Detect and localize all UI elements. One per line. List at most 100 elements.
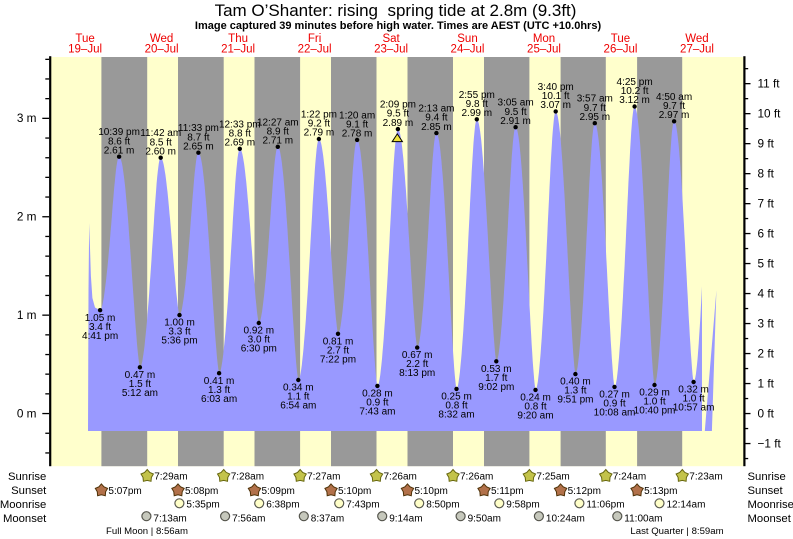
- svg-text:10.1 ft: 10.1 ft: [542, 91, 570, 102]
- svg-text:Wed: Wed: [685, 33, 708, 45]
- svg-text:0.47 m: 0.47 m: [125, 370, 156, 381]
- svg-text:Tam O’Shanter: rising spring: Tam O’Shanter: rising spring tide at 2.8…: [215, 1, 577, 20]
- svg-text:9.8 ft: 9.8 ft: [466, 99, 488, 110]
- svg-text:3.3 ft: 3.3 ft: [168, 327, 190, 338]
- svg-text:4:25 pm: 4:25 pm: [617, 77, 653, 88]
- svg-text:9.1 ft: 9.1 ft: [346, 120, 368, 131]
- svg-text:4:41 pm: 4:41 pm: [82, 331, 118, 342]
- svg-text:2.65 m: 2.65 m: [183, 141, 214, 152]
- svg-text:7 ft: 7 ft: [758, 197, 775, 211]
- svg-text:3:05 am: 3:05 am: [498, 98, 534, 109]
- svg-text:10.2 ft: 10.2 ft: [621, 86, 649, 97]
- svg-text:2.89 m: 2.89 m: [383, 118, 414, 129]
- svg-text:4 ft: 4 ft: [758, 287, 775, 301]
- svg-text:9.5 ft: 9.5 ft: [387, 109, 409, 120]
- svg-text:9:14am: 9:14am: [389, 514, 422, 525]
- svg-text:9:02 pm: 9:02 pm: [478, 382, 514, 393]
- svg-text:3:40 pm: 3:40 pm: [538, 82, 574, 93]
- svg-text:8.6 ft: 8.6 ft: [108, 136, 130, 147]
- svg-text:0.9 ft: 0.9 ft: [603, 399, 625, 410]
- svg-text:11:00am: 11:00am: [624, 514, 662, 525]
- svg-text:5:10pm: 5:10pm: [415, 486, 448, 497]
- svg-text:11:42 am: 11:42 am: [140, 128, 181, 139]
- svg-text:1.00 m: 1.00 m: [164, 318, 195, 329]
- svg-text:1 ft: 1 ft: [758, 377, 775, 391]
- svg-text:2.78 m: 2.78 m: [342, 129, 373, 140]
- svg-text:0.8 ft: 0.8 ft: [445, 401, 467, 412]
- svg-text:2.71 m: 2.71 m: [263, 136, 294, 147]
- svg-text:2.7 ft: 2.7 ft: [327, 345, 349, 356]
- svg-text:26–Jul: 26–Jul: [604, 44, 638, 56]
- svg-text:8.7 ft: 8.7 ft: [187, 132, 209, 143]
- svg-text:9:50am: 9:50am: [468, 514, 501, 525]
- svg-text:8.9 ft: 8.9 ft: [267, 126, 289, 137]
- svg-text:Tue: Tue: [611, 33, 630, 45]
- svg-text:Sun: Sun: [457, 33, 477, 45]
- svg-text:10:08 am: 10:08 am: [594, 408, 636, 419]
- svg-text:10:24am: 10:24am: [546, 514, 585, 525]
- svg-text:2 ft: 2 ft: [758, 347, 775, 361]
- svg-text:12:33 pm: 12:33 pm: [219, 119, 261, 130]
- svg-text:1.5 ft: 1.5 ft: [129, 379, 151, 390]
- svg-text:1.3 ft: 1.3 ft: [564, 386, 586, 397]
- svg-text:Last Quarter | 8:59am: Last Quarter | 8:59am: [630, 526, 723, 537]
- svg-text:9:58pm: 9:58pm: [506, 500, 539, 511]
- svg-text:Moonrise: Moonrise: [0, 499, 46, 511]
- svg-text:19–Jul: 19–Jul: [68, 44, 102, 56]
- svg-text:0.67 m: 0.67 m: [402, 350, 433, 361]
- svg-text:5:12 am: 5:12 am: [122, 388, 158, 399]
- svg-text:11:33 pm: 11:33 pm: [178, 123, 219, 134]
- svg-text:1.1 ft: 1.1 ft: [287, 392, 309, 403]
- svg-text:1.7 ft: 1.7 ft: [485, 373, 507, 384]
- svg-text:22–Jul: 22–Jul: [298, 44, 332, 56]
- svg-text:0.40 m: 0.40 m: [560, 377, 591, 388]
- svg-text:7:29am: 7:29am: [154, 472, 187, 483]
- svg-text:27–Jul: 27–Jul: [680, 44, 714, 56]
- svg-text:12:14am: 12:14am: [667, 500, 706, 511]
- svg-text:Sunset: Sunset: [748, 485, 784, 497]
- svg-text:3.4 ft: 3.4 ft: [89, 322, 111, 333]
- svg-text:0.27 m: 0.27 m: [599, 390, 630, 401]
- svg-text:10:57 am: 10:57 am: [673, 403, 715, 414]
- svg-text:Sunset: Sunset: [11, 485, 47, 497]
- svg-text:24–Jul: 24–Jul: [451, 44, 485, 56]
- svg-text:5:36 pm: 5:36 pm: [161, 336, 197, 347]
- svg-text:Moonrise: Moonrise: [748, 499, 793, 511]
- svg-text:1 m: 1 m: [17, 308, 37, 322]
- svg-text:2.99 m: 2.99 m: [462, 108, 493, 119]
- svg-text:6:03 am: 6:03 am: [201, 394, 237, 405]
- svg-text:7:25am: 7:25am: [536, 472, 569, 483]
- svg-text:2.91 m: 2.91 m: [500, 116, 531, 127]
- svg-text:2:09 pm: 2:09 pm: [380, 100, 416, 111]
- svg-text:4:50 am: 4:50 am: [656, 92, 692, 103]
- svg-text:8:13 pm: 8:13 pm: [399, 368, 435, 379]
- svg-text:0.53 m: 0.53 m: [481, 364, 512, 375]
- svg-text:6:30 pm: 6:30 pm: [241, 344, 277, 355]
- svg-text:9.2 ft: 9.2 ft: [308, 119, 330, 130]
- svg-text:3 m: 3 m: [17, 111, 37, 125]
- svg-text:9.7 ft: 9.7 ft: [584, 103, 606, 114]
- svg-text:0 ft: 0 ft: [758, 407, 775, 421]
- svg-text:9.4 ft: 9.4 ft: [425, 113, 447, 124]
- svg-text:1:22 pm: 1:22 pm: [301, 110, 337, 121]
- svg-text:7:56am: 7:56am: [232, 514, 265, 525]
- svg-text:7:26am: 7:26am: [384, 472, 417, 483]
- svg-text:2.61 m: 2.61 m: [104, 145, 135, 156]
- svg-text:Moonset: Moonset: [3, 513, 47, 525]
- svg-text:5:09pm: 5:09pm: [262, 486, 295, 497]
- svg-text:3.0 ft: 3.0 ft: [248, 335, 270, 346]
- svg-text:9:20 am: 9:20 am: [517, 411, 553, 422]
- svg-text:3.07 m: 3.07 m: [540, 100, 571, 111]
- svg-text:1.0 ft: 1.0 ft: [643, 397, 665, 408]
- svg-text:9.7 ft: 9.7 ft: [663, 101, 685, 112]
- svg-text:2 m: 2 m: [17, 210, 37, 224]
- svg-text:8:37am: 8:37am: [311, 514, 344, 525]
- svg-text:1:20 am: 1:20 am: [339, 110, 375, 121]
- svg-text:12:27 am: 12:27 am: [257, 117, 299, 128]
- svg-text:10:39 pm: 10:39 pm: [98, 127, 140, 138]
- svg-text:2:13 am: 2:13 am: [418, 104, 454, 115]
- svg-text:0.29 m: 0.29 m: [639, 388, 670, 399]
- svg-text:7:23am: 7:23am: [689, 472, 722, 483]
- svg-text:5:12pm: 5:12pm: [568, 486, 601, 497]
- svg-text:5:35pm: 5:35pm: [186, 500, 219, 511]
